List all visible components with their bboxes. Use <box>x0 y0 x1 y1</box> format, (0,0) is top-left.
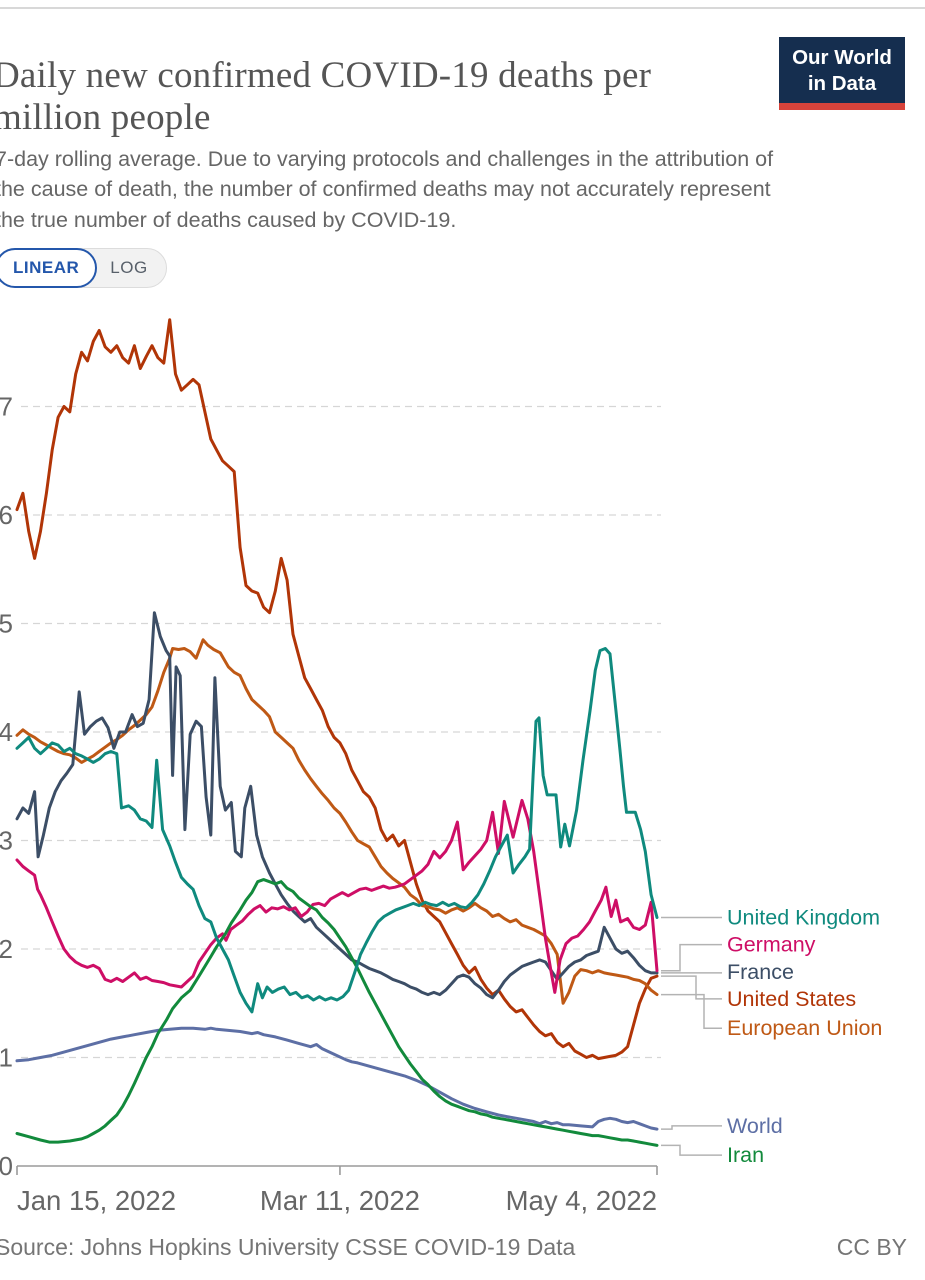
series-line-germany[interactable] <box>15 798 659 994</box>
y-tick-label: 7 <box>0 392 13 422</box>
legend-connector-european-union <box>661 993 722 1029</box>
y-tick-label: 1 <box>0 1043 13 1073</box>
y-tick-label: 3 <box>0 826 13 856</box>
scale-toggle: LINEAR LOG <box>0 248 167 288</box>
legend-label-iran[interactable]: Iran <box>727 1143 764 1167</box>
legend-label-world[interactable]: World <box>727 1114 783 1138</box>
chart-footer: Source: Johns Hopkins University CSSE CO… <box>0 1234 907 1261</box>
chart-subtitle: 7-day rolling average. Due to varying pr… <box>0 146 774 232</box>
y-tick-label: 5 <box>0 609 13 639</box>
legend-connector-germany <box>661 943 722 972</box>
y-tick-label: 4 <box>0 717 13 747</box>
y-tick-label: 2 <box>0 934 13 964</box>
series-line-france[interactable] <box>15 611 659 1000</box>
legend-label-germany[interactable]: Germany <box>727 933 816 957</box>
legend-label-united-states[interactable]: United States <box>727 987 856 1011</box>
chart-title: Daily new confirmed COVID-19 deaths per … <box>0 54 652 138</box>
x-tick-label: May 4, 2022 <box>506 1185 657 1216</box>
owid-logo-stripe <box>779 103 905 110</box>
x-tick-label: Jan 15, 2022 <box>17 1185 176 1216</box>
log-toggle-button[interactable]: LOG <box>110 258 148 277</box>
x-tick-label: Mar 11, 2022 <box>260 1185 420 1216</box>
owid-logo-line1: Our World <box>792 46 892 69</box>
series-line-world[interactable] <box>15 1026 659 1131</box>
legend-connector-world <box>661 1125 722 1130</box>
legend-connector-united-states <box>661 975 722 1000</box>
y-tick-label: 0 <box>0 1151 13 1181</box>
series-line-european-union[interactable] <box>15 638 659 1005</box>
owid-logo[interactable]: Our World in Data <box>779 37 905 110</box>
y-tick-label: 6 <box>0 500 13 530</box>
page-top-divider <box>0 7 925 9</box>
series-line-united-states[interactable] <box>15 318 659 1061</box>
source-note: Source: Johns Hopkins University CSSE CO… <box>0 1234 576 1260</box>
license-link[interactable]: CC BY <box>836 1234 907 1260</box>
owid-logo-box: Our World in Data <box>779 37 905 103</box>
legend-label-united-kingdom[interactable]: United Kingdom <box>727 906 880 930</box>
owid-logo-line2: in Data <box>807 72 877 95</box>
legend-label-european-union[interactable]: European Union <box>727 1016 882 1040</box>
legend-label-france[interactable]: France <box>727 960 794 984</box>
linear-toggle-button[interactable]: LINEAR <box>0 248 98 288</box>
legend-connector-iran <box>661 1144 722 1156</box>
series-line-iran[interactable] <box>15 878 659 1147</box>
series-line-united-kingdom[interactable] <box>15 647 659 1014</box>
